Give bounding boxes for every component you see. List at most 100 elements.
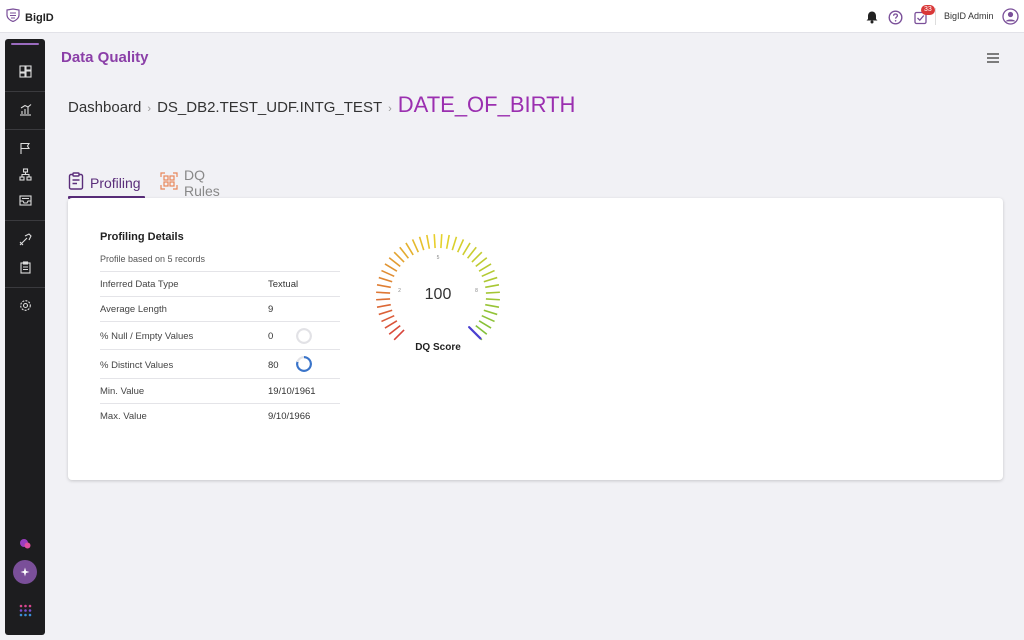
tab-profiling[interactable]: Profiling xyxy=(68,170,141,195)
gauge-tick xyxy=(440,234,443,249)
gauge-tick xyxy=(388,324,401,335)
row-value: 80 xyxy=(268,360,279,371)
topbar-divider xyxy=(935,8,936,25)
gauge-tick xyxy=(426,234,431,249)
sidebar-divider xyxy=(5,287,45,288)
bigid-logo-icon xyxy=(6,8,20,27)
breadcrumb-table[interactable]: DS_DB2.TEST_UDF.INTG_TEST xyxy=(157,99,383,116)
gauge-tick xyxy=(478,320,492,329)
gauge-tick xyxy=(388,257,401,268)
gauge-tick xyxy=(376,291,391,294)
gauge-tick xyxy=(418,236,425,251)
gauge-tick-label: 8 xyxy=(475,288,478,294)
hierarchy-icon[interactable] xyxy=(17,166,33,182)
dq-score-label: DQ Score xyxy=(415,342,461,353)
row-value: 0 xyxy=(268,331,274,342)
tab-label: DQ Rules xyxy=(184,166,220,199)
gauge-tick xyxy=(411,239,420,253)
breadcrumb-dashboard[interactable]: Dashboard xyxy=(68,99,142,116)
distinct-values-ring xyxy=(296,356,312,372)
page-title: Data Quality xyxy=(61,49,149,66)
gauge-tick xyxy=(451,236,458,251)
profiling-subtitle: Profile based on 5 records xyxy=(100,254,206,264)
analytics-icon[interactable] xyxy=(17,101,33,117)
table-row: % Null / Empty Values 0 xyxy=(100,321,340,349)
row-value: 19/10/1961 xyxy=(268,386,316,397)
gauge-tick xyxy=(393,329,405,341)
avatar-icon[interactable] xyxy=(1002,8,1019,25)
brand-name: BigID xyxy=(25,11,54,24)
gauge-tick xyxy=(466,246,477,259)
profiling-details-title: Profiling Details xyxy=(100,231,184,243)
gauge-tick xyxy=(462,242,471,256)
gauge-tick xyxy=(381,269,395,278)
gauge-tick xyxy=(483,276,498,283)
settings-icon[interactable] xyxy=(17,297,33,313)
gauge-tick xyxy=(471,251,483,263)
sidebar xyxy=(5,39,45,635)
table-row: Max. Value 9/10/1966 xyxy=(100,403,340,428)
gauge-tick xyxy=(475,257,488,268)
sidebar-divider xyxy=(5,220,45,221)
table-row: % Distinct Values 80 xyxy=(100,349,340,378)
gauge-tick xyxy=(475,324,488,335)
gauge-tick xyxy=(445,234,450,249)
dashboard-icon[interactable] xyxy=(17,63,33,79)
sidebar-divider xyxy=(5,91,45,92)
rules-grid-icon xyxy=(160,172,178,193)
gauge-tick xyxy=(433,234,436,249)
gauge-tick xyxy=(384,320,398,329)
row-label: Max. Value xyxy=(100,411,147,422)
gauge-tick xyxy=(376,298,391,301)
gauge-tick xyxy=(378,276,393,283)
gauge-tick xyxy=(384,263,398,272)
apps-grid-icon[interactable] xyxy=(17,602,33,618)
gauge-needle xyxy=(468,326,482,340)
gauge-tick xyxy=(378,309,393,316)
flag-icon[interactable] xyxy=(17,140,33,156)
sidebar-divider xyxy=(5,129,45,130)
gauge-tick xyxy=(381,314,395,323)
chevron-right-icon: › xyxy=(388,103,392,115)
row-value: Textual xyxy=(268,279,299,290)
row-label: % Null / Empty Values xyxy=(100,331,194,342)
user-name[interactable]: BigID Admin xyxy=(944,11,994,21)
hamburger-menu-icon[interactable] xyxy=(986,51,1000,63)
bell-icon[interactable] xyxy=(864,9,880,25)
inbox-icon[interactable] xyxy=(17,192,33,208)
brand-logo[interactable]: BigID xyxy=(6,8,54,27)
profiling-table: Inferred Data Type Textual Average Lengt… xyxy=(100,271,340,428)
gauge-tick-label: 2 xyxy=(398,288,401,294)
chevron-right-icon: › xyxy=(147,103,152,115)
row-value: 9/10/1966 xyxy=(268,411,311,422)
table-row: Average Length 9 xyxy=(100,296,340,321)
breadcrumb: Dashboard › DS_DB2.TEST_UDF.INTG_TEST › … xyxy=(68,92,575,118)
gauge-tick xyxy=(405,242,414,256)
profiling-card: Profiling Details Profile based on 5 rec… xyxy=(68,198,1003,480)
tools-icon[interactable] xyxy=(17,231,33,247)
dq-score-value: 100 xyxy=(424,286,452,303)
clipboard-icon[interactable] xyxy=(17,259,33,275)
table-row: Inferred Data Type Textual xyxy=(100,271,340,296)
help-icon[interactable] xyxy=(887,9,903,25)
gauge-tick xyxy=(485,284,500,289)
gauge-tick xyxy=(456,239,465,253)
row-label: Inferred Data Type xyxy=(100,279,179,290)
gauge-tick xyxy=(485,303,500,308)
row-value: 9 xyxy=(268,304,274,315)
gauge-tick xyxy=(376,303,391,308)
top-bar: BigID 33 BigID Admin xyxy=(0,0,1024,33)
sparkle-icon[interactable] xyxy=(13,560,37,584)
tab-label: Profiling xyxy=(90,174,141,191)
gauge-tick xyxy=(481,314,495,323)
sidebar-accent xyxy=(11,43,39,45)
gauge-tick xyxy=(485,291,500,294)
assistant-icon[interactable] xyxy=(17,536,33,552)
row-label: Average Length xyxy=(100,304,167,315)
tasks-icon[interactable] xyxy=(912,9,928,25)
gauge-tick-label: 5 xyxy=(437,255,440,261)
gauge-tick xyxy=(483,309,498,316)
row-label: % Distinct Values xyxy=(100,360,174,371)
clipboard-icon xyxy=(68,172,84,193)
tab-dq-rules[interactable]: DQ Rules xyxy=(160,167,220,199)
